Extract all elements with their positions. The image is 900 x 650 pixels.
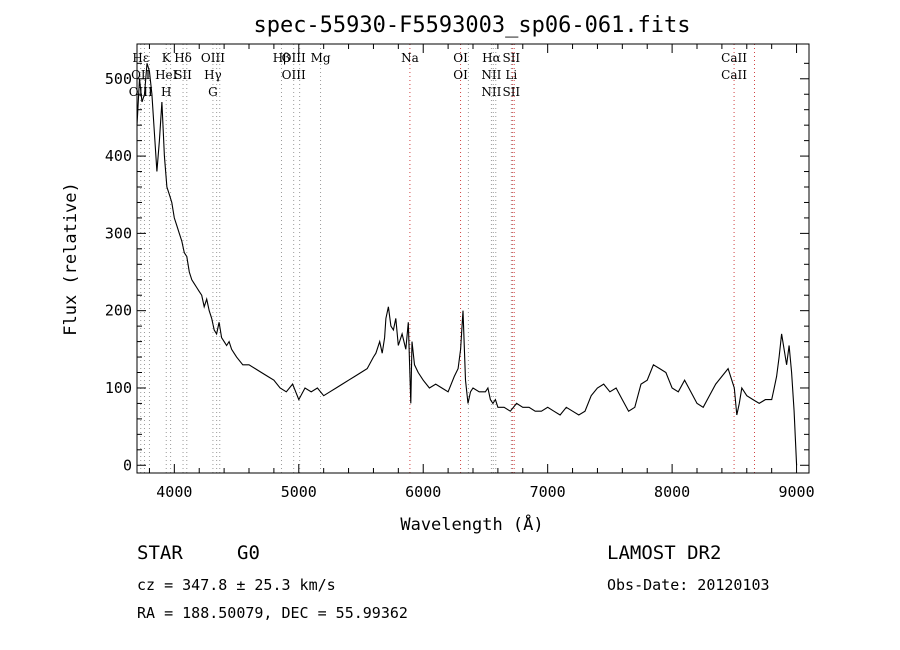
line-marker-label: Hγ xyxy=(204,68,222,82)
survey-name: LAMOST DR2 xyxy=(607,542,722,564)
line-marker-label: CaII xyxy=(721,68,747,82)
x-tick-label: 5000 xyxy=(281,483,317,501)
line-marker-label: OII xyxy=(131,68,151,82)
y-axis-label: Flux (relative) xyxy=(61,182,81,336)
chart-title: spec-55930-F5593003_sp06-061.fits xyxy=(253,13,690,38)
line-marker-label: NII xyxy=(481,85,501,99)
line-marker-label: OIII xyxy=(282,51,306,65)
line-marker-label: Na xyxy=(401,51,419,65)
plot-frame xyxy=(136,43,810,474)
object-type: STAR xyxy=(137,542,183,564)
line-marker-label: K xyxy=(162,51,172,65)
line-marker-label: Hβ xyxy=(273,51,290,65)
line-marker-label: Mg xyxy=(311,51,331,65)
line-marker-label: Hα xyxy=(482,51,501,65)
y-tick-label: 0 xyxy=(123,456,132,474)
obs-date: Obs-Date: 20120103 xyxy=(607,576,770,594)
line-marker-label: Hδ xyxy=(174,51,192,65)
x-tick-label: 4000 xyxy=(156,483,192,501)
spectrum-line xyxy=(136,63,798,466)
line-marker-label: Li xyxy=(505,68,517,82)
line-marker-label: CaII xyxy=(721,51,747,65)
line-markers xyxy=(140,44,755,473)
y-tick-label: 500 xyxy=(105,70,132,88)
y-tick-label: 400 xyxy=(105,147,132,165)
x-tick-label: 9000 xyxy=(778,483,814,501)
x-axis-ticks: 4000 5000 6000 7000 8000 9000 xyxy=(148,44,815,501)
line-marker-label: OIII xyxy=(201,51,225,65)
line-marker-label: OI xyxy=(453,68,468,82)
x-tick-label: 6000 xyxy=(405,483,441,501)
y-tick-label: 200 xyxy=(105,302,132,320)
line-marker-label: OIII xyxy=(282,68,306,82)
line-marker-label: SII xyxy=(502,51,520,65)
x-tick-label: 7000 xyxy=(530,483,566,501)
coordinates: RA = 188.50079, DEC = 55.99362 xyxy=(137,604,408,622)
subclass: G0 xyxy=(237,542,260,564)
cz-value: cz = 347.8 ± 25.3 km/s xyxy=(137,576,336,594)
line-marker-label: SII xyxy=(174,68,192,82)
y-axis-ticks: 0 100 200 300 400 500 xyxy=(105,62,809,474)
line-marker-label: NII xyxy=(481,68,501,82)
y-tick-label: 100 xyxy=(105,379,132,397)
x-axis-label: Wavelength (Å) xyxy=(400,513,543,535)
y-tick-label: 300 xyxy=(105,224,132,242)
x-tick-label: 8000 xyxy=(654,483,690,501)
line-marker-label: OI xyxy=(453,51,468,65)
line-marker-label: SII xyxy=(502,85,520,99)
line-marker-label: HeI xyxy=(155,68,178,82)
line-marker-label: H xyxy=(161,85,171,99)
line-marker-label: G xyxy=(208,85,218,99)
